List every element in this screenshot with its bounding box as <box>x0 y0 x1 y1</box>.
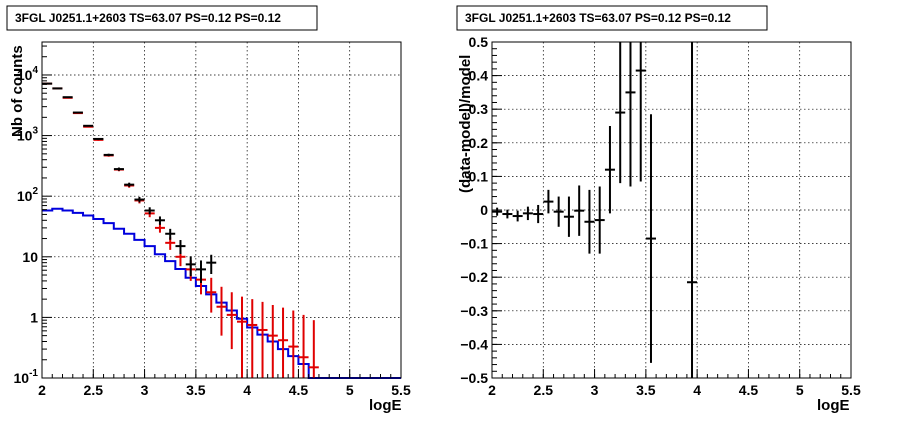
right-residual-series <box>492 42 698 378</box>
left-y-ticks: 10-1 1 10 102 103 104 <box>14 45 52 386</box>
right-y-tick-label: −0.3 <box>460 303 488 319</box>
left-x-tick-label: 5.5 <box>391 382 411 398</box>
left-y-tick-label: 103 <box>17 126 39 144</box>
right-y-axis-label: (data-model)/model <box>457 55 474 193</box>
right-x-tick-label: 5 <box>796 382 804 398</box>
right-y-tick-label: −0.5 <box>460 370 488 386</box>
right-chart-title: 3FGL J0251.1+2603 TS=63.07 PS=0.12 PS=0.… <box>465 11 731 25</box>
right-y-tick-label: −0.4 <box>460 336 488 352</box>
right-x-ticks: 2 2.5 3 3.5 4 4.5 5 5.5 <box>488 369 861 398</box>
left-y-tick-label: 102 <box>17 186 39 204</box>
right-y-tick-label: 0.3 <box>469 101 489 117</box>
left-black-series <box>42 82 217 283</box>
right-title-box <box>456 5 768 31</box>
left-x-axis-label: logE <box>369 397 402 414</box>
right-x-tick-label: 2 <box>488 382 496 398</box>
right-x-tick-label: 3 <box>591 382 599 398</box>
left-x-tick-label: 4.5 <box>289 382 309 398</box>
right-y-tick-label: −0.1 <box>460 236 488 252</box>
left-y-tick-label: 1 <box>30 309 38 325</box>
left-chart: 2 2.5 3 3.5 4 4.5 5 5.5 10-1 1 10 102 103 104 3FGL J… <box>6 5 411 414</box>
left-y-axis-label: Nb of counts <box>9 45 26 137</box>
left-x-tick-label: 5 <box>346 382 354 398</box>
right-x-tick-label: 5.5 <box>841 382 861 398</box>
left-chart-title: 3FGL J0251.1+2603 TS=63.07 PS=0.12 PS=0.… <box>15 11 281 25</box>
right-grid <box>492 42 851 378</box>
right-y-tick-label: 0 <box>480 202 488 218</box>
left-x-tick-label: 2 <box>38 382 46 398</box>
left-x-tick-label: 3 <box>141 382 149 398</box>
left-y-tick-label: 10 <box>22 249 38 265</box>
right-y-tick-label: −0.2 <box>460 269 488 285</box>
left-y-tick-label: 10-1 <box>14 368 39 386</box>
right-x-tick-label: 2.5 <box>534 382 554 398</box>
right-y-tick-label: 0.1 <box>469 168 489 184</box>
left-grid <box>42 42 401 378</box>
left-red-series <box>42 82 319 378</box>
left-x-tick-label: 4 <box>243 382 251 398</box>
right-chart: 2 2.5 3 3.5 4 4.5 5 5.5 −0.5 −0.4 −0.3 −0.2 −0.1 0 0.… <box>456 5 861 414</box>
right-x-tick-label: 4 <box>693 382 701 398</box>
left-x-tick-label: 2.5 <box>84 382 104 398</box>
left-x-ticks: 2 2.5 3 3.5 4 4.5 5 5.5 <box>38 369 411 398</box>
left-x-tick-label: 3.5 <box>186 382 206 398</box>
right-y-tick-label: 0.2 <box>469 135 489 151</box>
right-y-ticks: −0.5 −0.4 −0.3 −0.2 −0.1 0 0.1 0.2 0.3 0.4 0.5 <box>460 34 502 386</box>
right-y-tick-label: 0.5 <box>469 34 489 50</box>
right-x-tick-label: 4.5 <box>739 382 759 398</box>
right-x-tick-label: 3.5 <box>636 382 656 398</box>
right-y-tick-label: 0.4 <box>469 68 489 84</box>
right-x-axis-label: logE <box>817 397 850 414</box>
left-title-box <box>6 5 318 31</box>
left-y-tick-label: 104 <box>17 65 39 83</box>
